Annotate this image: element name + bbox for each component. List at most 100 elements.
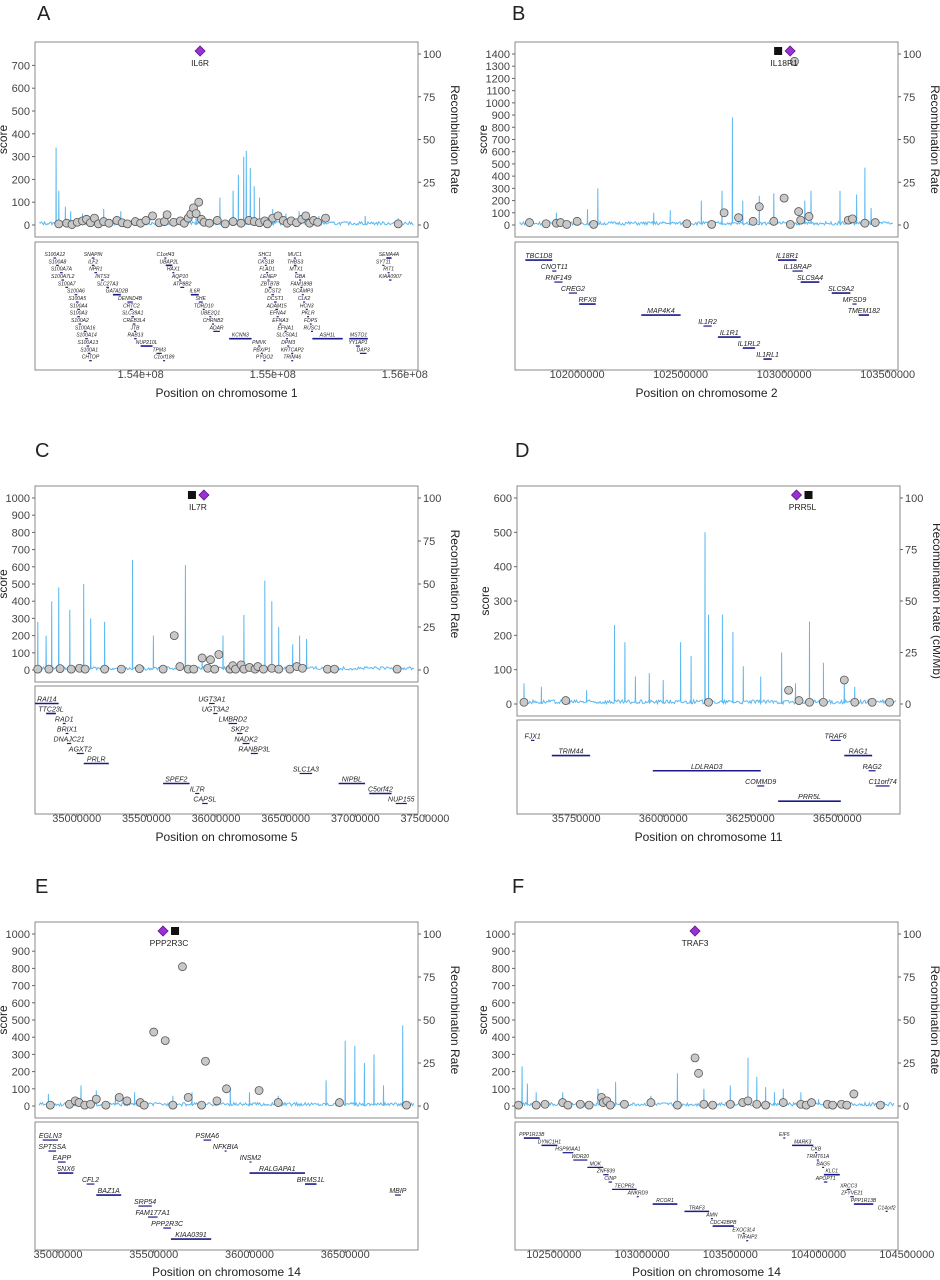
- x-tick-label: 1.55e+08: [250, 369, 296, 381]
- gene-label: RAD1: [55, 717, 74, 724]
- gene-label: SPTSSA: [38, 1144, 66, 1151]
- x-tick-label: 102500000: [653, 369, 708, 381]
- snp-point: [743, 1096, 753, 1106]
- gene-label: ADAM15: [266, 303, 287, 309]
- x-tick-label: 103000000: [757, 369, 812, 381]
- snp-point: [541, 219, 551, 229]
- snp-point: [191, 209, 201, 219]
- gene-label: S100A16: [75, 325, 96, 331]
- y-tick-label: 0: [24, 1101, 30, 1113]
- y2-tick-label: 50: [423, 579, 435, 591]
- y2-axis-label: Recombination Rate: [448, 966, 462, 1075]
- gene-label: PBXIP1: [253, 347, 271, 353]
- panel-E: E 0 100 200 300 400 500 600 700 800 900 1000 score 0 2…: [0, 876, 462, 1279]
- snp-point: [690, 1053, 700, 1063]
- gene-label: HCN3: [300, 303, 314, 309]
- gene-label: EIF5: [779, 1132, 790, 1138]
- y2-tick-label: 50: [905, 596, 917, 608]
- snp-point: [779, 193, 789, 203]
- snp-point: [313, 217, 323, 227]
- gene-label: RAG2: [863, 764, 882, 771]
- gene-label: MAP4K4: [647, 308, 675, 315]
- snp-point: [828, 1100, 838, 1110]
- y-tick-label: 400: [12, 129, 30, 141]
- gene-label: NFKBIA: [213, 1144, 239, 1151]
- gene-track-frame: [516, 719, 901, 815]
- snp-point: [785, 219, 795, 229]
- gene-label: TRMT61A: [806, 1154, 829, 1160]
- snp-point: [849, 1089, 859, 1099]
- snp-point: [819, 697, 828, 707]
- y-tick-label: 700: [12, 545, 30, 557]
- gene-label: C1orf189: [154, 355, 175, 361]
- y-tick-label: 300: [492, 1049, 510, 1061]
- snp-point: [393, 219, 403, 229]
- gene-label: KIAA0907: [379, 274, 402, 280]
- y2-axis-label: Recombination Rate: [448, 85, 462, 194]
- snp-point: [704, 697, 713, 707]
- gene-label: KIAA0391: [175, 1232, 207, 1239]
- gene-label: CRTC2: [123, 303, 140, 309]
- gene-label: AGXT2: [68, 747, 92, 754]
- snp-point: [519, 697, 529, 707]
- snp-point: [769, 216, 779, 226]
- gene-label: SLC9A4: [797, 275, 823, 282]
- y2-tick-label: 0: [423, 1101, 429, 1113]
- snp-point: [168, 1100, 178, 1110]
- snp-point: [794, 696, 804, 705]
- lead-snp-label: IL7R: [189, 502, 207, 512]
- gene-label: C11orf74: [868, 779, 896, 786]
- panel-letter: A: [37, 3, 51, 25]
- x-tick-label: 103000000: [615, 1249, 670, 1261]
- gene-label: C5orf42: [368, 787, 393, 794]
- lead-snp-diamond: [689, 925, 701, 937]
- y-tick-label: 400: [12, 596, 30, 608]
- gene-label: DCST2: [265, 289, 282, 295]
- panel-A: A 0 100 200 300 400 500 600 700 score 0 25 50 75 100 Re…: [0, 3, 462, 400]
- gene-label: WDR20: [572, 1154, 590, 1160]
- y-tick-label: 900: [12, 510, 30, 522]
- snp-point: [162, 210, 172, 220]
- snp-point: [584, 1100, 594, 1110]
- gene-label: TPM3: [152, 347, 166, 353]
- snp-point: [531, 1100, 541, 1110]
- gene-label: NADK2: [234, 737, 257, 744]
- recombination-line: [38, 1025, 415, 1108]
- snp-point: [707, 219, 717, 229]
- snp-point: [214, 650, 224, 659]
- gene-label: EAPP: [52, 1155, 71, 1162]
- gene-label: S100A3: [70, 311, 88, 317]
- gene-track-frame: [34, 241, 419, 371]
- snp-point: [778, 1098, 788, 1107]
- gene-label: IL18RAP: [784, 264, 812, 271]
- snp-point: [392, 664, 402, 674]
- gene-label: CLK2: [298, 296, 311, 302]
- gene-label: CREB3L4: [123, 318, 145, 324]
- snp-point: [725, 1099, 735, 1109]
- y2-axis-label: Recombination Rate: [448, 530, 462, 639]
- gene-label: S100A5: [68, 296, 86, 302]
- snp-point: [805, 697, 814, 707]
- gene-label: INSM2: [240, 1155, 262, 1162]
- y-tick-label: 1200: [486, 73, 510, 85]
- snp-point: [514, 1100, 523, 1110]
- gene-label: CHRNB2: [203, 318, 224, 324]
- gene-label: MFSD9: [843, 297, 867, 304]
- snp-point: [222, 1084, 231, 1094]
- gene-label: S100A13: [78, 340, 99, 346]
- y-tick-label: 300: [12, 1049, 30, 1061]
- gene-label: NIPBL: [342, 777, 362, 784]
- gene-label: PPP2R3C: [151, 1221, 184, 1228]
- y2-tick-label: 50: [903, 135, 915, 147]
- y-axis-label: score: [0, 569, 10, 599]
- y-tick-label: 300: [494, 596, 512, 608]
- gene-label: FDPS: [304, 318, 318, 324]
- snp-point: [885, 697, 894, 707]
- y-tick-label: 1000: [486, 929, 510, 941]
- gene-label: TNFAIP2: [737, 1235, 757, 1241]
- snp-point: [335, 1098, 344, 1107]
- gene-label: EXOC3L4: [732, 1227, 755, 1233]
- lead-snp-diamond: [198, 489, 210, 501]
- y-tick-label: 600: [12, 562, 30, 574]
- y2-tick-label: 25: [423, 1058, 435, 1070]
